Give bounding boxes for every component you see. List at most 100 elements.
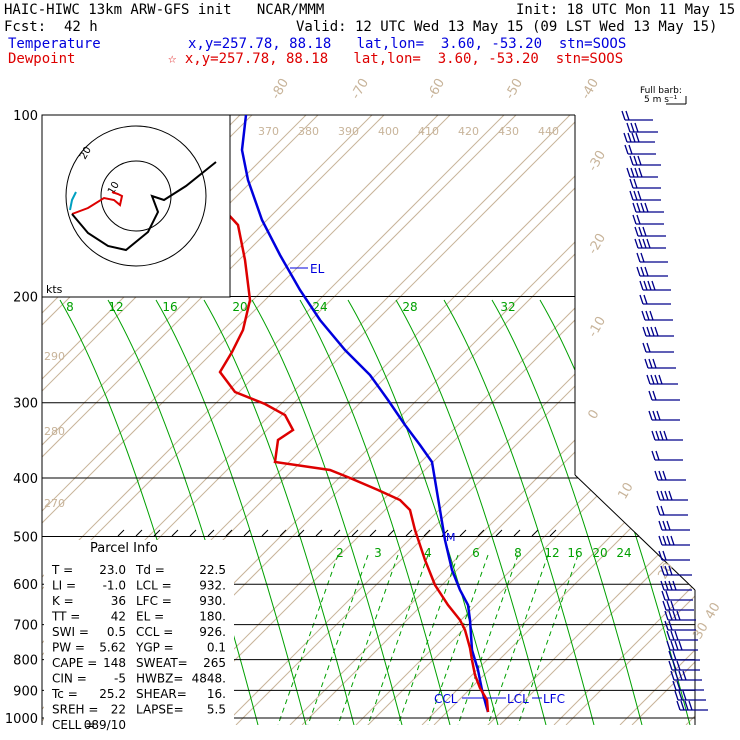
wind-barb-flag — [637, 190, 642, 201]
parcel-info-title: Parcel Info — [90, 541, 158, 556]
melting-level-label: M — [446, 531, 456, 544]
level-hatch — [531, 529, 539, 537]
wind-barb-flag — [644, 202, 649, 213]
wind-barb-flag — [659, 430, 664, 441]
wind-barb — [639, 280, 671, 291]
level-hatch — [279, 529, 287, 537]
wind-barb-flag — [633, 190, 638, 201]
pressure-tick-label: 300 — [13, 397, 38, 412]
wind-barb-flag — [674, 630, 679, 641]
isotherm-line — [355, 115, 695, 725]
parcel-info-key: SWEAT= — [136, 656, 188, 670]
level-hatch — [513, 529, 521, 537]
level-hatch — [333, 529, 341, 537]
isotherm-line — [42, 115, 373, 725]
dry-adiabat-line — [631, 115, 695, 725]
isotherm-label: 0 — [585, 407, 602, 422]
mixing-ratio-label: 24 — [312, 300, 327, 314]
parcel-info-value: -5 — [114, 672, 126, 686]
wind-barb-flag — [643, 294, 648, 305]
parcel-info-key: CAPE = — [52, 656, 97, 670]
pressure-tick-label: 600 — [13, 578, 38, 593]
wind-barb-flag — [658, 470, 663, 481]
wind-barb — [664, 620, 696, 631]
lcl-label: LCL — [507, 692, 529, 706]
wind-barb-flag — [670, 670, 675, 681]
wind-barb-flag — [640, 266, 645, 277]
wind-barb — [664, 610, 696, 621]
wind-barb — [676, 700, 708, 711]
parcel-info-value: 23.0 — [99, 563, 126, 577]
wind-barb-flag — [670, 640, 675, 651]
mixing-ratio-label: 24 — [616, 546, 631, 560]
moist-adiabat-curve — [299, 299, 451, 725]
wind-barb — [629, 155, 661, 166]
theta-label: 430 — [498, 125, 519, 138]
dewpoint-profile — [203, 115, 490, 713]
wind-barb — [624, 144, 656, 155]
parcel-info-value: 5.62 — [99, 641, 126, 655]
parcel-info-value: 42 — [111, 610, 126, 624]
parcel-info-key: HWBZ= — [136, 672, 183, 686]
wind-barb-flag — [656, 490, 661, 501]
parcel-info-value: 930. — [199, 594, 226, 608]
wind-barb-flag — [632, 202, 637, 213]
parcel-info-value: 0.5 — [107, 625, 126, 639]
level-hatch — [261, 529, 269, 537]
isotherm-line — [42, 115, 439, 725]
theta-label: 390 — [338, 125, 359, 138]
wind-barb — [648, 390, 680, 401]
theta-label: 440 — [538, 125, 559, 138]
parcel-info-key: EL = — [136, 610, 164, 624]
wind-barb-flag — [626, 122, 631, 133]
parcel-info-key: PW = — [52, 641, 85, 655]
dry-adiabat-line — [42, 115, 385, 725]
level-hatch — [207, 529, 215, 537]
parcel-info-row: Tc = 25.2 SHEAR= 16. — [51, 687, 226, 701]
mixing-ratio-label: 6 — [472, 546, 480, 560]
wind-barb-flag — [651, 430, 656, 441]
level-hatch — [153, 529, 161, 537]
wind-barb-flag — [682, 670, 687, 681]
isotherm-label: 10 — [615, 480, 636, 502]
parcel-info-key: SWI = — [52, 625, 89, 639]
dry-adiabat-line — [499, 115, 695, 725]
plot-title: HAIC-HIWC 13km ARW-GFS init NCAR/MMM — [4, 2, 325, 18]
dry-adiabat-line — [42, 115, 451, 725]
level-hatch — [369, 529, 377, 537]
moist-adiabat-curve — [107, 299, 259, 725]
wind-barb-flag — [633, 155, 638, 166]
isotherm-label: 40 — [702, 600, 723, 622]
wind-barb-flag — [688, 700, 693, 711]
parcel-info-value: 180. — [199, 610, 226, 624]
level-hatch — [459, 529, 467, 537]
wind-barb — [634, 238, 666, 249]
wind-barb-flag — [662, 470, 667, 481]
parcel-info-value: 265 — [203, 656, 226, 670]
wind-barb-flag — [660, 580, 665, 591]
wind-barb — [641, 310, 673, 321]
forecast-hours: 42 h — [64, 19, 98, 35]
mixing-ratio-label: 20 — [232, 300, 247, 314]
parcel-info-row: SWI = 0.5 CCL = 926. — [52, 625, 226, 639]
wind-barb-flag — [684, 700, 689, 711]
isotherm-label: -80 — [268, 76, 292, 102]
wind-barb-flag — [624, 144, 629, 155]
wind-barb-flag — [660, 490, 665, 501]
wind-barb-flag — [633, 178, 638, 189]
wind-barb-flag — [623, 132, 628, 143]
wind-barb-flag — [674, 690, 679, 701]
wind-barb-flag — [676, 610, 681, 621]
pressure-tick-label: 100 — [13, 109, 38, 124]
wind-barb — [668, 660, 700, 671]
theta-label: 400 — [378, 125, 399, 138]
wind-barb — [658, 520, 690, 531]
wind-barb-flag — [648, 358, 653, 369]
wind-barb-flag — [634, 226, 639, 237]
parcel-info-value: 0.1 — [207, 641, 226, 655]
parcel-info-key: Tc = — [51, 687, 78, 701]
hodograph-trace-upper — [71, 161, 217, 252]
parcel-info-key: LFC = — [136, 594, 172, 608]
mixing-ratio-label: 12 — [108, 300, 123, 314]
mixing-ratio-label: 20 — [592, 546, 607, 560]
